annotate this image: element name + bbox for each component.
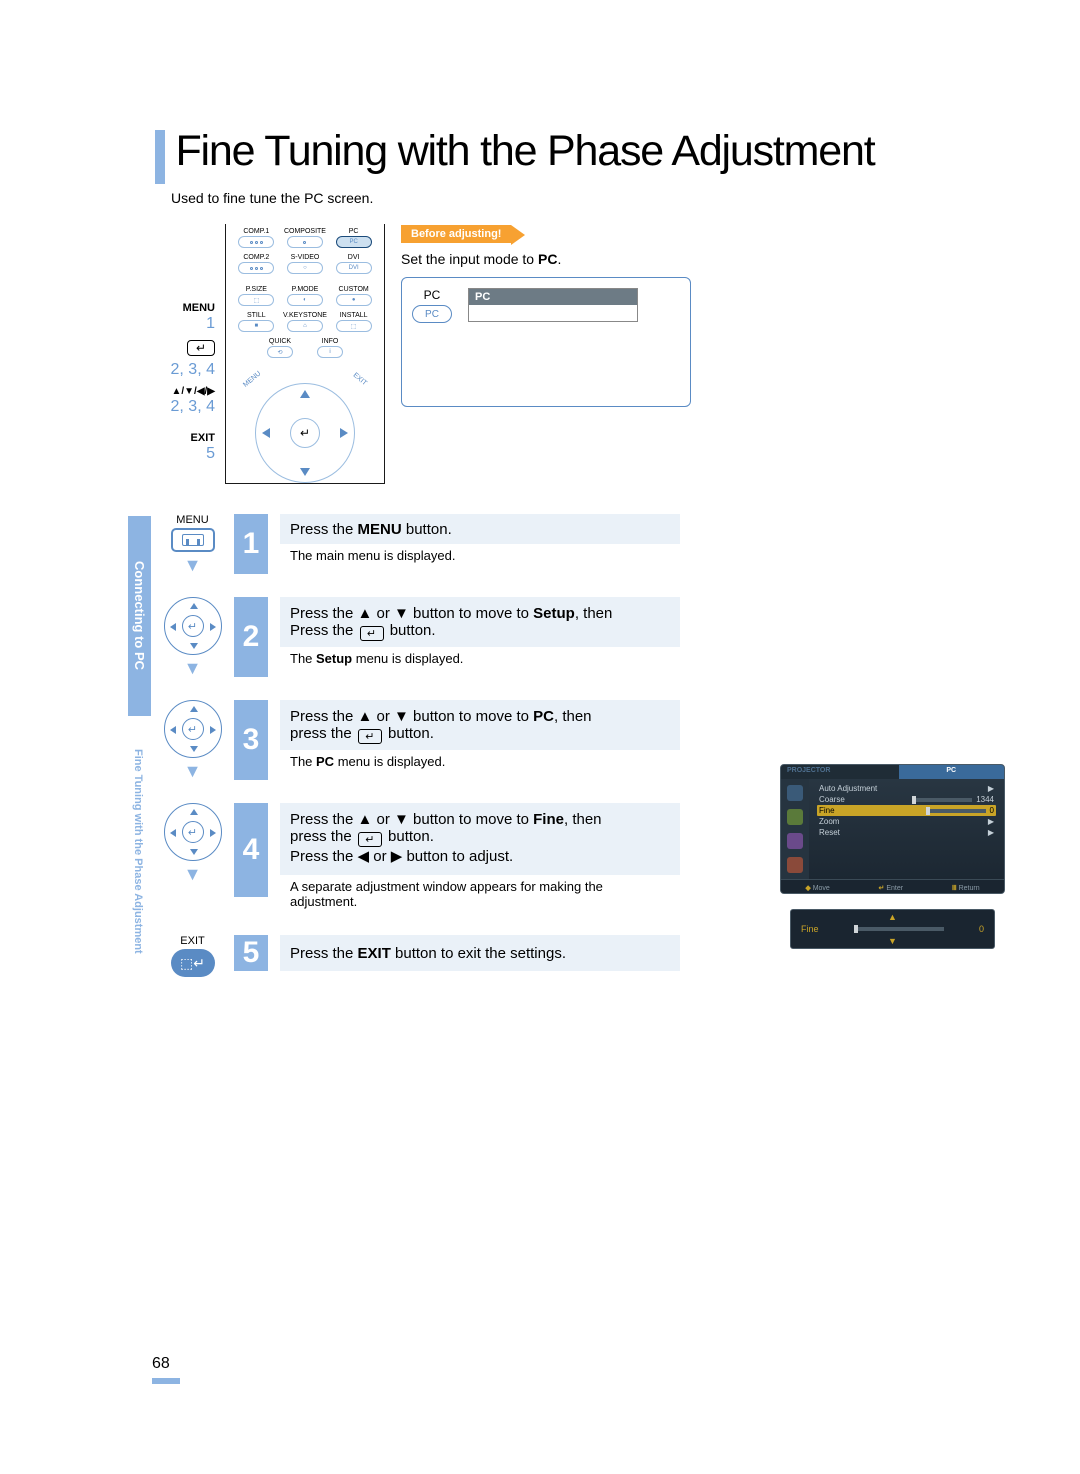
step-number: 2 bbox=[234, 597, 268, 677]
step-instruction: Press the ▲ or ▼ button to move to Fine,… bbox=[280, 803, 680, 875]
menu-button-icon: MENU bbox=[171, 514, 215, 552]
step-number: 1 bbox=[234, 514, 268, 574]
step-instruction: Press the ▲ or ▼ button to move to PC, t… bbox=[280, 700, 680, 750]
dpad-icon: ↵ bbox=[164, 597, 222, 655]
step-note: The Setup menu is displayed. bbox=[280, 647, 680, 666]
down-arrow-icon: ▼ bbox=[184, 761, 202, 782]
page-title: Fine Tuning with the Phase Adjustment bbox=[175, 130, 874, 173]
exit-button-icon: EXIT ⬚↵ bbox=[171, 935, 215, 977]
dpad-icon: ↵ bbox=[164, 803, 222, 861]
subtitle: Used to fine tune the PC screen. bbox=[171, 190, 915, 206]
enter-icon: ↵ bbox=[187, 340, 215, 356]
section-tab: Connecting to PC bbox=[128, 516, 151, 716]
step-number: 3 bbox=[234, 700, 268, 780]
step-instruction: Press the ▲ or ▼ button to move to Setup… bbox=[280, 597, 680, 647]
step-note: The PC menu is displayed. bbox=[280, 750, 680, 769]
osd-pc-menu: PROJECTOR PC Auto Adjustment▶ Coarse1344… bbox=[780, 764, 1005, 894]
page-number: 68 bbox=[152, 1355, 180, 1384]
subsection-tab: Fine Tuning with the Phase Adjustment bbox=[128, 716, 148, 986]
down-arrow-icon: ▼ bbox=[184, 555, 202, 576]
pc-mode-box: PC PC PC bbox=[401, 277, 691, 407]
remote-legend: MENU 1 ↵ 2, 3, 4 ▲/▼/◀/▶ 2, 3, 4 EXIT 5 bbox=[155, 224, 215, 470]
dpad-icon: ↵ bbox=[164, 700, 222, 758]
step-note: The main menu is displayed. bbox=[280, 544, 680, 563]
down-arrow-icon: ▼ bbox=[184, 864, 202, 885]
remote-diagram: COMP.1 COMPOSITE PCPC COMP.2 S-VIDEO○ DV… bbox=[225, 224, 385, 484]
step-number: 4 bbox=[234, 803, 268, 897]
step-instruction: Press the MENU button. bbox=[280, 514, 680, 544]
step-note: A separate adjustment window appears for… bbox=[280, 875, 680, 909]
down-arrow-icon: ▼ bbox=[184, 658, 202, 679]
osd-fine-slider: ▲ Fine 0 ▼ bbox=[790, 909, 995, 949]
step-number: 5 bbox=[234, 935, 268, 971]
before-adjusting-text: Set the input mode to PC. bbox=[401, 251, 701, 267]
step-instruction: Press the EXIT button to exit the settin… bbox=[280, 935, 680, 971]
before-adjusting-tag: Before adjusting! bbox=[401, 225, 511, 243]
